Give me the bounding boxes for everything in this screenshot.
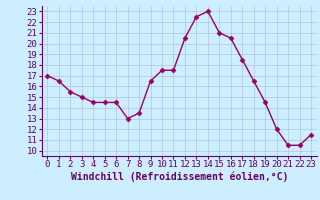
X-axis label: Windchill (Refroidissement éolien,°C): Windchill (Refroidissement éolien,°C): [70, 172, 288, 182]
